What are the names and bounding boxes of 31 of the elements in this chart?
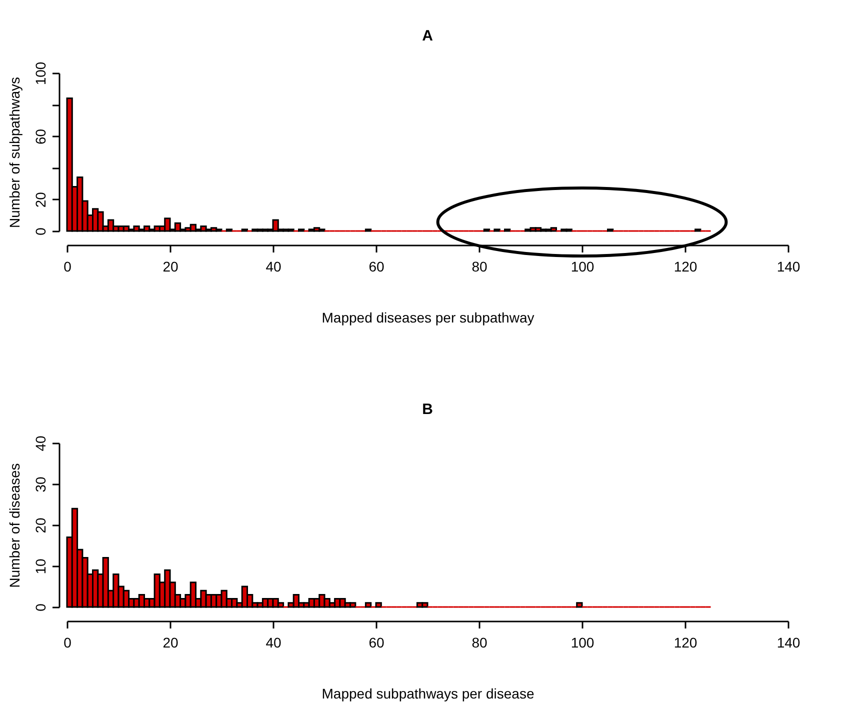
y-tick-label: 0 (32, 227, 48, 236)
x-tick-label: 80 (472, 634, 488, 650)
y-tick-label: 30 (32, 476, 48, 492)
chart-title: A (422, 27, 434, 44)
x-tick-label: 20 (162, 634, 178, 650)
x-tick-label: 0 (64, 634, 72, 650)
x-tick-label: 100 (570, 258, 594, 274)
x-tick-label: 20 (162, 258, 178, 274)
x-tick-label: 100 (570, 634, 594, 650)
y-axis-title: Number of subpathways (6, 77, 22, 228)
y-tick-label: 60 (32, 128, 48, 144)
x-tick-label: 140 (776, 258, 800, 274)
chart-title: B (422, 401, 434, 418)
x-tick-label: 120 (674, 258, 698, 274)
y-tick-label: 10 (32, 558, 48, 574)
y-tick-label: 20 (32, 192, 48, 208)
x-axis-title: Mapped subpathways per disease (322, 686, 534, 702)
x-tick-label: 0 (64, 258, 72, 274)
y-axis-title: Number of diseases (6, 463, 22, 588)
x-tick-label: 60 (368, 634, 384, 650)
x-tick-label: 40 (266, 634, 282, 650)
x-axis-title: Mapped diseases per subpathway (322, 310, 534, 326)
y-tick-label: 100 (32, 62, 48, 86)
y-tick-label: 20 (32, 518, 48, 534)
y-tick-label: 0 (32, 603, 48, 612)
x-tick-label: 40 (266, 258, 282, 274)
x-tick-label: 80 (472, 258, 488, 274)
x-tick-label: 140 (776, 634, 800, 650)
x-tick-label: 60 (368, 258, 384, 274)
y-tick-label: 40 (32, 436, 48, 452)
x-tick-label: 120 (674, 634, 698, 650)
